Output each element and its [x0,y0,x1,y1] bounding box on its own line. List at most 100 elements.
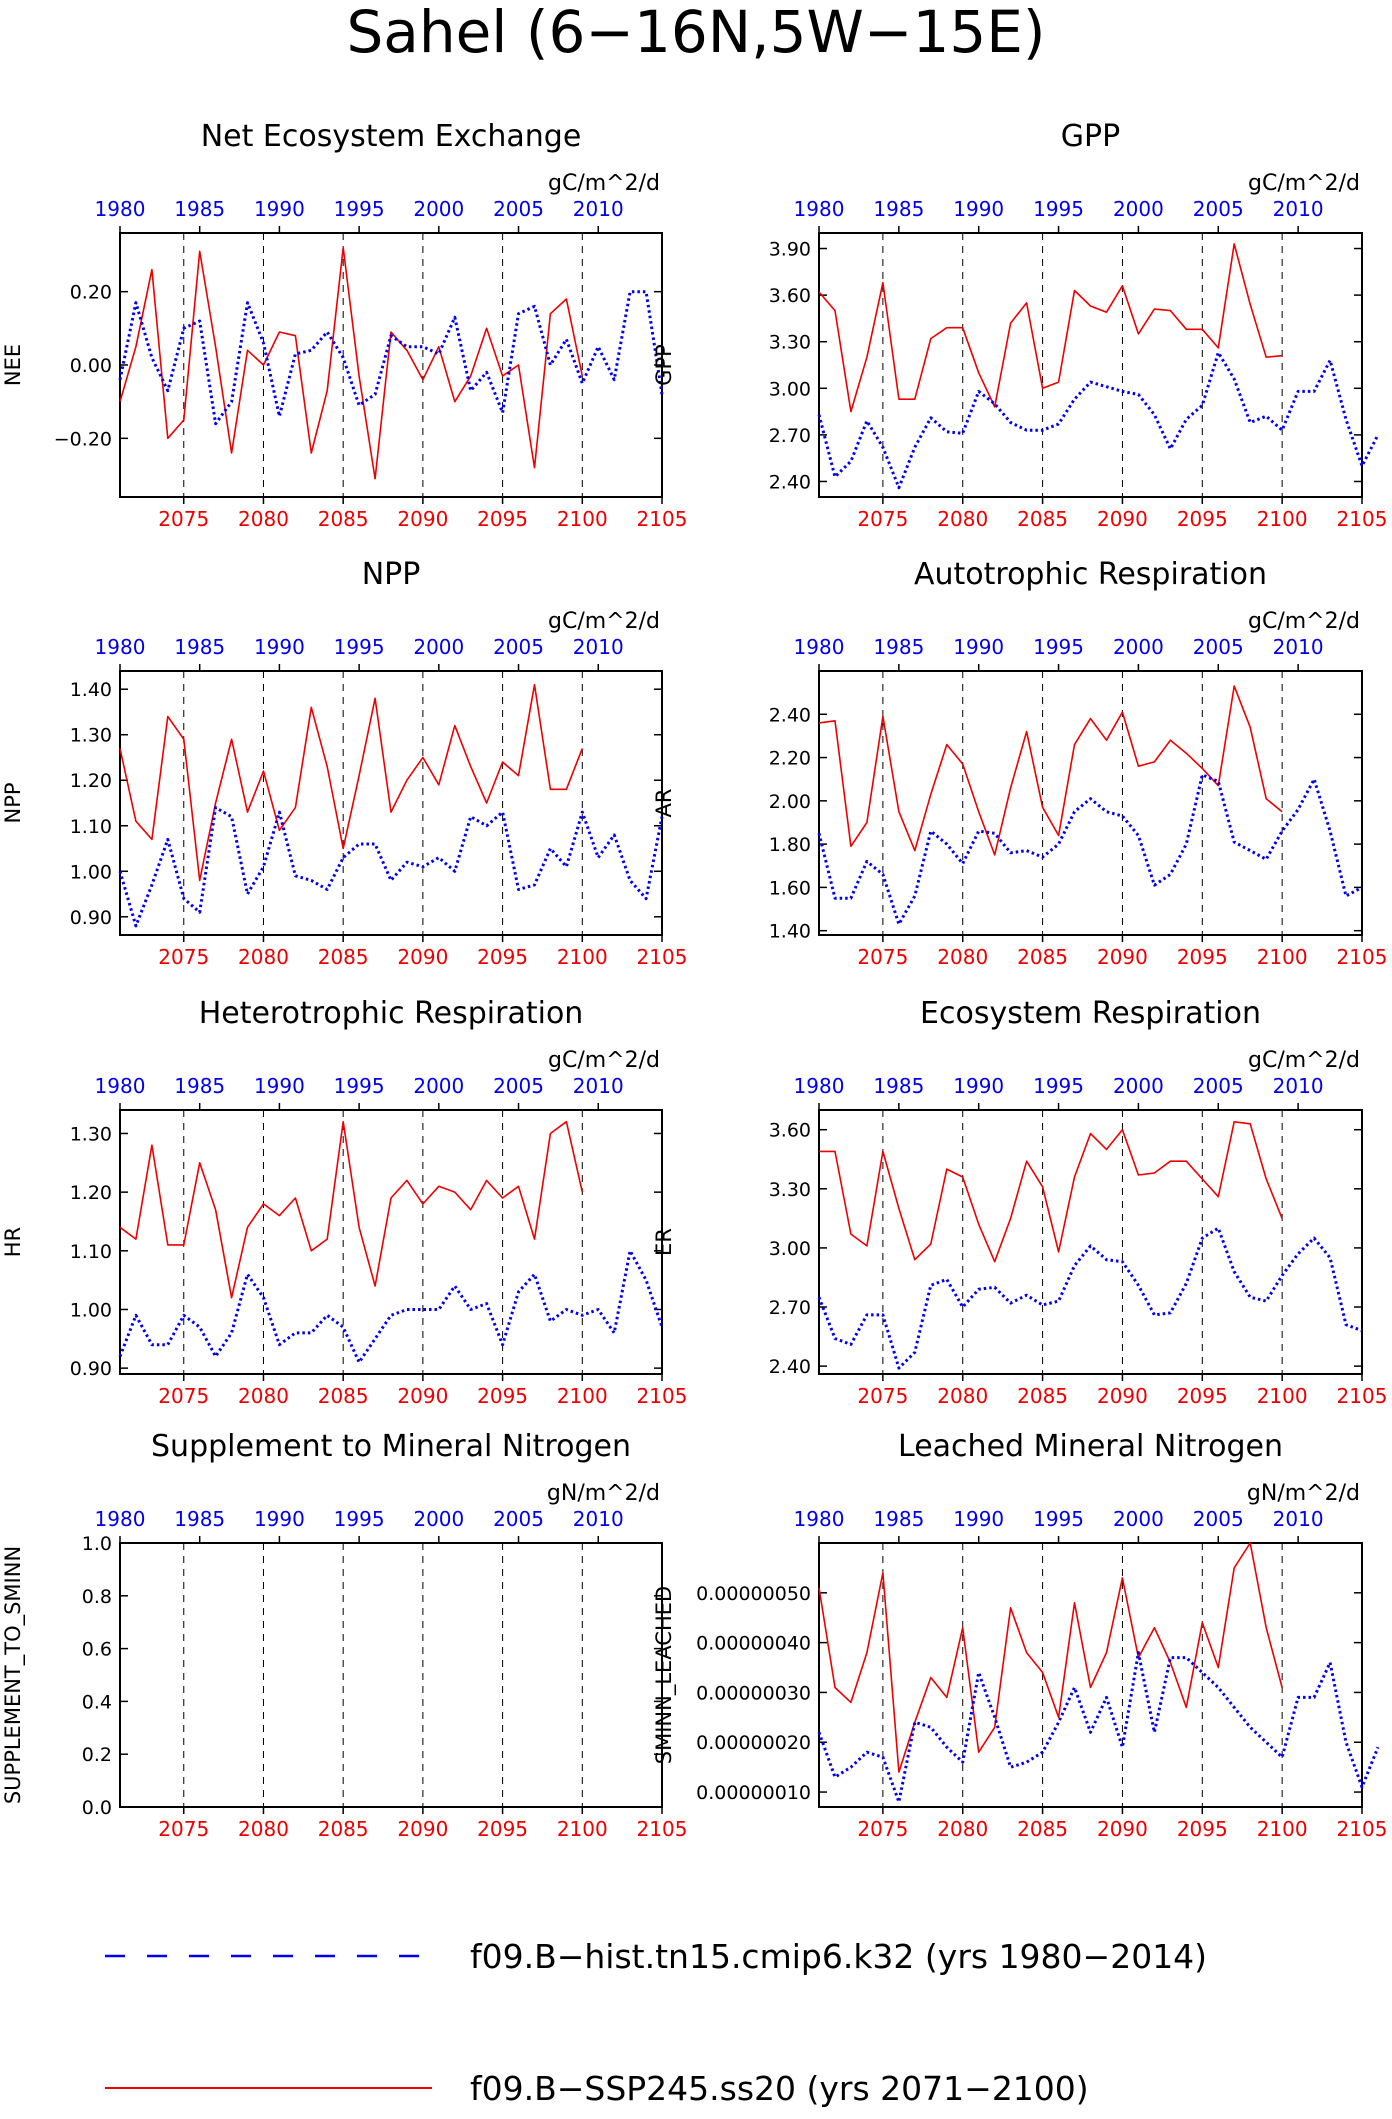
y-tick-label: 2.70 [769,1297,811,1319]
x-tick-label-top: 2000 [1113,1507,1164,1531]
x-tick-label-bottom: 2085 [1017,507,1068,531]
x-tick-label-bottom: 2085 [318,507,369,531]
x-tick-label-bottom: 2075 [158,1817,209,1841]
x-tick-label-top: 1995 [334,635,385,659]
x-tick-label-top: 2000 [1113,1074,1164,1098]
y-tick-label: 0.0 [82,1797,112,1819]
panel-title: NPP [362,557,421,592]
x-tick-label-top: 1995 [1033,635,1084,659]
y-tick-label: 0.00000020 [696,1732,811,1754]
y-tick-label: 0.6 [82,1639,112,1661]
x-tick-label-top: 1995 [334,197,385,221]
x-tick-label-bottom: 2075 [857,1817,908,1841]
y-tick-label: 0.00 [70,355,112,377]
x-tick-label-bottom: 2080 [238,507,289,531]
x-tick-label-top: 1980 [794,635,845,659]
panel-4: Heterotrophic Respiration gC/m^2/d 2075 208… [1,996,687,1408]
panel-units: gC/m^2/d [1248,171,1360,196]
x-tick-label-bottom: 2075 [158,1384,209,1408]
y-tick-label: 0.90 [70,907,112,929]
y-tick-label: 0.20 [70,282,112,304]
y-tick-label: 0.2 [82,1744,112,1766]
panel-units: gN/m^2/d [1247,1481,1360,1506]
y-tick-label: 0.00000040 [696,1633,811,1655]
y-tick-label: 1.20 [70,1182,112,1204]
plot-frame [119,1109,663,1375]
x-tick-label-top: 2005 [493,197,544,221]
x-tick-label-top: 1985 [174,1074,225,1098]
y-tick-label: 1.00 [70,861,112,883]
x-tick-label-top: 2010 [573,197,624,221]
x-tick-label-bottom: 2105 [1337,945,1388,969]
y-tick-label: 3.30 [769,1179,811,1201]
x-tick-label-top: 1985 [174,1507,225,1531]
x-tick-label-top: 1985 [174,635,225,659]
x-tick-label-top: 2000 [1113,635,1164,659]
y-axis-label: NEE [1,344,25,386]
panel-title: Leached Mineral Nitrogen [898,1429,1283,1464]
y-axis-label: AR [652,789,676,818]
x-tick-label-top: 2010 [573,1074,624,1098]
x-tick-label-bottom: 2090 [397,1384,448,1408]
series-line-hist [118,290,664,426]
x-tick-label-top: 2010 [1273,1074,1324,1098]
x-tick-label-bottom: 2090 [397,945,448,969]
x-tick-label-top: 1995 [1033,1074,1084,1098]
panel-6: Supplement to Mineral NitrogengN/m^2/d20… [1,1429,687,1841]
x-tick-label-bottom: 2100 [557,945,608,969]
x-tick-label-top: 1995 [334,1507,385,1531]
y-tick-label: 0.00000050 [696,1583,811,1605]
plot-frame [119,670,663,936]
y-tick-label: 2.40 [769,1356,811,1378]
y-tick-label: 1.00 [70,1299,112,1321]
x-tick-label-bottom: 2095 [477,1817,528,1841]
x-tick-label-top: 2010 [1273,1507,1324,1531]
y-tick-label: 1.20 [70,770,112,792]
x-tick-label-top: 2000 [413,635,464,659]
x-tick-label-bottom: 2090 [1097,1817,1148,1841]
x-tick-label-bottom: 2105 [1337,1817,1388,1841]
y-tick-label: 2.70 [769,425,811,447]
panel-units: gC/m^2/d [1248,1048,1360,1073]
x-tick-label-bottom: 2100 [1257,1384,1308,1408]
x-tick-label-bottom: 2090 [397,1817,448,1841]
x-tick-label-top: 1985 [873,635,924,659]
y-tick-label: 0.8 [82,1586,112,1608]
x-tick-label-bottom: 2085 [1017,1817,1068,1841]
series-line-hist [817,1651,1380,1804]
x-tick-label-bottom: 2095 [1177,1817,1228,1841]
panel-title: Heterotrophic Respiration [199,996,584,1031]
x-tick-label-top: 2000 [1113,197,1164,221]
y-tick-label: 0.00000030 [696,1682,811,1704]
x-tick-label-top: 2005 [493,635,544,659]
y-tick-label: 1.30 [70,725,112,747]
legend-label-hist: f09.B−hist.tn15.cmip6.k32 (yrs 1980−2014… [470,1937,1207,1976]
panel-0: Net Ecosystem Exchange gC/m^2/d 2075 2080 20… [1,119,687,531]
x-tick-label-top: 1990 [953,635,1004,659]
x-tick-label-bottom: 2100 [1257,1817,1308,1841]
x-tick-label-top: 1985 [873,1507,924,1531]
panel-7: Leached Mineral Nitrogen gN/m^2/d 2075 2080… [652,1429,1387,1841]
x-tick-label-bottom: 2105 [1337,507,1388,531]
y-tick-label: 1.40 [70,679,112,701]
y-tick-label: 1.60 [769,877,811,899]
y-tick-label: 2.00 [769,791,811,813]
x-tick-label-top: 1990 [254,1507,305,1531]
x-tick-label-top: 1980 [95,1507,146,1531]
x-tick-label-top: 2000 [413,1507,464,1531]
x-tick-label-top: 2000 [413,1074,464,1098]
x-tick-label-bottom: 2085 [1017,1384,1068,1408]
x-tick-label-bottom: 2095 [1177,507,1228,531]
panel-2: NPP gC/m^2/d 2075 2080 2085 2090 2095 2100 2105 1… [1,557,687,969]
x-tick-label-bottom: 2090 [1097,507,1148,531]
x-tick-label-top: 2000 [413,197,464,221]
x-tick-label-bottom: 2095 [477,507,528,531]
x-tick-label-top: 2010 [1273,635,1324,659]
x-tick-label-top: 1995 [1033,1507,1084,1531]
y-tick-label: 3.60 [769,1120,811,1142]
y-tick-label: 3.60 [769,285,811,307]
series-line-ssp [119,1120,584,1299]
series-line-ssp [818,243,1283,413]
y-tick-label: −0.20 [54,428,112,450]
x-tick-label-top: 2005 [1193,197,1244,221]
